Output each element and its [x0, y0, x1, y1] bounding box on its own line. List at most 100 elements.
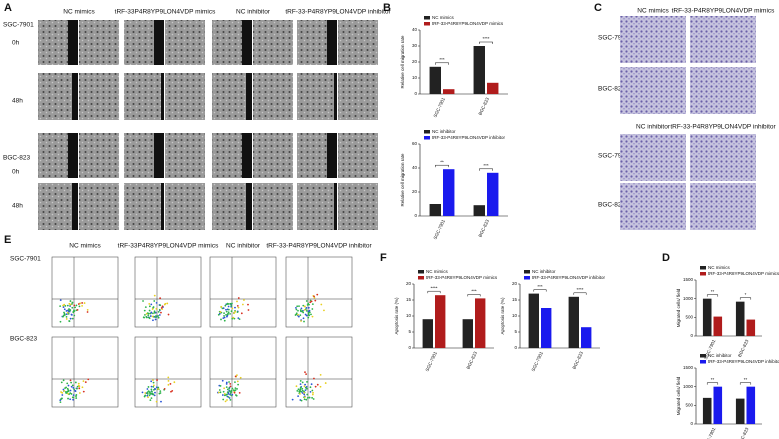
flow-event — [81, 302, 84, 304]
bar — [746, 319, 756, 336]
flow-event — [151, 390, 153, 393]
wound-image — [212, 183, 252, 230]
legend-label: NC inhibitor — [708, 353, 732, 358]
flow-event — [231, 307, 234, 310]
flow-event — [299, 383, 302, 386]
wound-image — [297, 183, 337, 230]
transwell-image — [620, 67, 686, 114]
y-tick-label: 60 — [412, 141, 418, 146]
significance-label: ** — [711, 289, 715, 294]
flow-event — [153, 300, 156, 302]
significance-label: *** — [471, 289, 477, 294]
flow-event — [65, 310, 68, 312]
flow-event — [76, 387, 78, 390]
wound-gap — [68, 20, 78, 65]
flow-event — [153, 294, 156, 297]
flow-event — [300, 307, 303, 310]
flow-event — [157, 386, 160, 389]
wound-gap — [327, 133, 337, 178]
flow-event — [297, 395, 300, 398]
flow-event — [155, 386, 158, 389]
flow-plot — [285, 336, 353, 408]
flow-event — [228, 390, 231, 393]
flow-event — [222, 398, 225, 401]
flow-event — [304, 386, 307, 389]
flow-event — [78, 392, 81, 394]
significance-label: **** — [482, 36, 489, 41]
y-tick-label: 40 — [412, 165, 418, 170]
flow-event — [144, 392, 147, 394]
flow-event — [309, 390, 312, 393]
bar — [581, 327, 592, 348]
flow-event — [311, 396, 313, 399]
flow-event — [141, 391, 144, 394]
flow-event — [295, 385, 298, 388]
flow-event — [297, 313, 299, 316]
wound-gap — [161, 73, 164, 120]
flow-event — [223, 387, 226, 390]
significance-bracket — [479, 41, 493, 44]
flow-event — [150, 380, 153, 383]
bar — [568, 296, 579, 348]
flow-event — [295, 306, 297, 309]
flow-event — [316, 293, 319, 296]
legend-label: tRF-33-P4R8YP9LON4VDP mimics — [432, 21, 504, 26]
flow-event — [74, 389, 77, 392]
flow-event — [82, 380, 85, 383]
wound-image — [297, 73, 337, 120]
flow-event — [167, 379, 170, 382]
row-label: 0h — [12, 40, 20, 47]
column-header: tRF-33-P4R8YP9LON4VDP inhibitor — [266, 243, 372, 250]
flow-event — [70, 381, 73, 384]
legend-swatch — [418, 270, 424, 274]
flow-event — [222, 390, 225, 393]
flow-event — [303, 391, 306, 394]
row-label: SGC-7901 — [598, 35, 629, 42]
flow-event — [306, 393, 309, 396]
y-tick-label: 0 — [414, 213, 417, 218]
flow-event — [62, 379, 65, 382]
legend-swatch — [424, 130, 430, 134]
flow-event — [309, 386, 312, 389]
flow-event — [66, 382, 69, 385]
flow-event — [323, 309, 325, 312]
bar — [475, 298, 486, 348]
flow-event — [69, 305, 71, 307]
flow-event — [229, 385, 232, 388]
bar — [713, 316, 723, 336]
row-label: 48h — [12, 203, 23, 210]
flow-event — [159, 304, 162, 307]
flow-event — [220, 305, 223, 308]
flow-event — [223, 314, 225, 317]
significance-label: ** — [744, 377, 748, 382]
flow-event — [225, 394, 227, 396]
bar — [528, 293, 539, 348]
legend-swatch — [700, 266, 706, 270]
legend-swatch — [424, 22, 430, 26]
legend-label: tRF-33-P4R8YP9LON4VDP inhibitor — [532, 275, 605, 280]
flow-event — [147, 396, 149, 399]
flow-event — [305, 373, 307, 375]
flow-event — [167, 313, 170, 316]
flow-event — [144, 394, 147, 397]
flow-event — [72, 394, 75, 397]
flow-event — [233, 391, 236, 394]
flow-event — [226, 399, 228, 401]
flow-event — [230, 310, 233, 313]
wound-gap — [154, 20, 164, 65]
flow-event — [305, 314, 308, 317]
flow-event — [152, 381, 155, 384]
flow-event — [81, 304, 84, 307]
flow-event — [155, 308, 158, 310]
flow-event — [78, 305, 81, 308]
wound-gap — [246, 73, 252, 120]
flow-event — [304, 313, 307, 316]
flow-event — [296, 389, 299, 392]
flow-event — [300, 320, 302, 322]
wound-image — [338, 73, 378, 120]
legend-swatch — [524, 270, 530, 274]
wound-gap — [246, 183, 252, 230]
column-header: tRF-33-P4R8YP9LON4VDP inhibitor — [670, 124, 776, 131]
flow-event — [306, 380, 308, 383]
